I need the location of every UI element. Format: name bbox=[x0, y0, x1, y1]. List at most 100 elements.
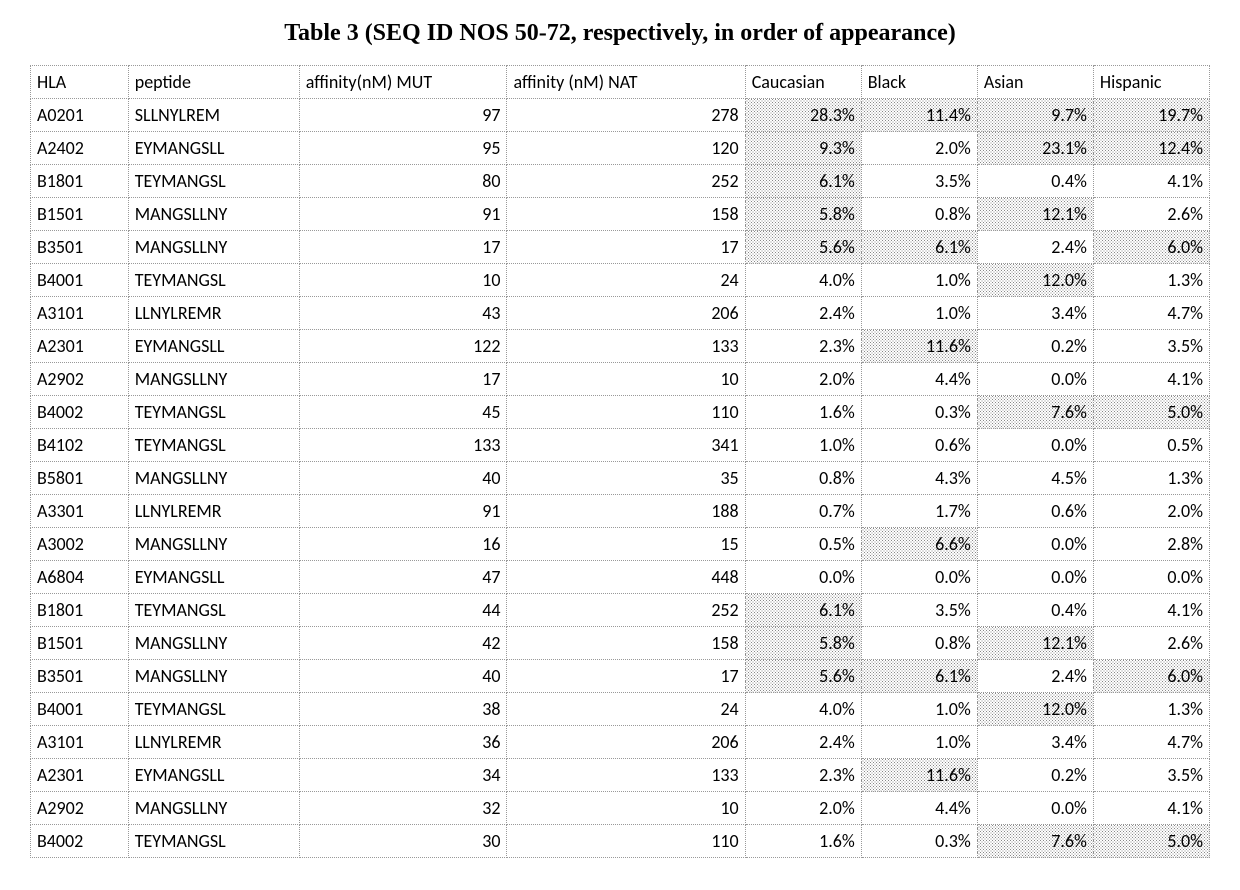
cell-asian: 2.4% bbox=[977, 660, 1093, 693]
cell-peptide: EYMANGSLL bbox=[128, 759, 299, 792]
col-mut: affinity(nM) MUT bbox=[299, 66, 507, 99]
cell-caucasian: 4.0% bbox=[745, 264, 861, 297]
cell-hla: A2402 bbox=[31, 132, 129, 165]
cell-black: 11.6% bbox=[861, 759, 977, 792]
data-table: HLA peptide affinity(nM) MUT affinity (n… bbox=[30, 65, 1210, 858]
table-row: B4001TEYMANGSL10244.0%1.0%12.0%1.3% bbox=[31, 264, 1210, 297]
cell-affinity-mut: 17 bbox=[299, 363, 507, 396]
cell-caucasian: 5.6% bbox=[745, 660, 861, 693]
cell-peptide: MANGSLLNY bbox=[128, 363, 299, 396]
cell-hla: B3501 bbox=[31, 231, 129, 264]
cell-asian: 0.0% bbox=[977, 429, 1093, 462]
cell-hispanic: 5.0% bbox=[1093, 396, 1209, 429]
cell-affinity-nat: 188 bbox=[507, 495, 745, 528]
cell-affinity-mut: 32 bbox=[299, 792, 507, 825]
cell-asian: 0.2% bbox=[977, 759, 1093, 792]
cell-peptide: TEYMANGSL bbox=[128, 825, 299, 858]
table-row: A2301EYMANGSLL341332.3%11.6%0.2%3.5% bbox=[31, 759, 1210, 792]
cell-affinity-mut: 42 bbox=[299, 627, 507, 660]
cell-caucasian: 2.3% bbox=[745, 759, 861, 792]
cell-caucasian: 0.5% bbox=[745, 528, 861, 561]
col-nat: affinity (nM) NAT bbox=[507, 66, 745, 99]
cell-black: 3.5% bbox=[861, 594, 977, 627]
cell-caucasian: 2.0% bbox=[745, 363, 861, 396]
cell-hispanic: 5.0% bbox=[1093, 825, 1209, 858]
cell-affinity-mut: 44 bbox=[299, 594, 507, 627]
cell-peptide: SLLNYLREM bbox=[128, 99, 299, 132]
cell-affinity-mut: 91 bbox=[299, 495, 507, 528]
cell-caucasian: 9.3% bbox=[745, 132, 861, 165]
cell-peptide: MANGSLLNY bbox=[128, 660, 299, 693]
cell-affinity-mut: 17 bbox=[299, 231, 507, 264]
cell-affinity-nat: 133 bbox=[507, 759, 745, 792]
cell-hla: A0201 bbox=[31, 99, 129, 132]
cell-affinity-mut: 36 bbox=[299, 726, 507, 759]
col-caucasian: Caucasian bbox=[745, 66, 861, 99]
cell-hispanic: 3.5% bbox=[1093, 759, 1209, 792]
cell-peptide: LLNYLREMR bbox=[128, 297, 299, 330]
table-row: A6804EYMANGSLL474480.0%0.0%0.0%0.0% bbox=[31, 561, 1210, 594]
cell-affinity-nat: 110 bbox=[507, 396, 745, 429]
cell-hispanic: 4.7% bbox=[1093, 726, 1209, 759]
cell-peptide: MANGSLLNY bbox=[128, 792, 299, 825]
table-row: B1501MANGSLLNY421585.8%0.8%12.1%2.6% bbox=[31, 627, 1210, 660]
cell-black: 3.5% bbox=[861, 165, 977, 198]
cell-asian: 0.0% bbox=[977, 363, 1093, 396]
cell-affinity-nat: 278 bbox=[507, 99, 745, 132]
cell-black: 6.1% bbox=[861, 231, 977, 264]
cell-caucasian: 2.4% bbox=[745, 297, 861, 330]
cell-affinity-mut: 97 bbox=[299, 99, 507, 132]
cell-hispanic: 4.1% bbox=[1093, 594, 1209, 627]
cell-peptide: TEYMANGSL bbox=[128, 594, 299, 627]
table-row: B3501MANGSLLNY17175.6%6.1%2.4%6.0% bbox=[31, 231, 1210, 264]
table-row: A3301LLNYLREMR911880.7%1.7%0.6%2.0% bbox=[31, 495, 1210, 528]
cell-caucasian: 1.0% bbox=[745, 429, 861, 462]
cell-affinity-mut: 45 bbox=[299, 396, 507, 429]
cell-hla: B5801 bbox=[31, 462, 129, 495]
cell-hla: B3501 bbox=[31, 660, 129, 693]
cell-asian: 0.0% bbox=[977, 792, 1093, 825]
cell-hla: A2301 bbox=[31, 759, 129, 792]
cell-hispanic: 0.0% bbox=[1093, 561, 1209, 594]
table-row: B4001TEYMANGSL38244.0%1.0%12.0%1.3% bbox=[31, 693, 1210, 726]
cell-hla: B4001 bbox=[31, 264, 129, 297]
cell-hla: B4102 bbox=[31, 429, 129, 462]
col-hispanic: Hispanic bbox=[1093, 66, 1209, 99]
cell-hla: B1501 bbox=[31, 627, 129, 660]
cell-caucasian: 0.7% bbox=[745, 495, 861, 528]
cell-affinity-mut: 40 bbox=[299, 462, 507, 495]
cell-peptide: EYMANGSLL bbox=[128, 561, 299, 594]
cell-hla: B4002 bbox=[31, 825, 129, 858]
cell-peptide: MANGSLLNY bbox=[128, 231, 299, 264]
table-row: A2402EYMANGSLL951209.3%2.0%23.1%12.4% bbox=[31, 132, 1210, 165]
cell-asian: 23.1% bbox=[977, 132, 1093, 165]
cell-affinity-mut: 91 bbox=[299, 198, 507, 231]
cell-hispanic: 1.3% bbox=[1093, 462, 1209, 495]
cell-affinity-nat: 35 bbox=[507, 462, 745, 495]
cell-affinity-nat: 133 bbox=[507, 330, 745, 363]
cell-black: 6.1% bbox=[861, 660, 977, 693]
cell-affinity-nat: 17 bbox=[507, 660, 745, 693]
table-row: A2301EYMANGSLL1221332.3%11.6%0.2%3.5% bbox=[31, 330, 1210, 363]
cell-asian: 0.6% bbox=[977, 495, 1093, 528]
cell-caucasian: 2.3% bbox=[745, 330, 861, 363]
table-body: A0201SLLNYLREM9727828.3%11.4%9.7%19.7%A2… bbox=[31, 99, 1210, 858]
cell-peptide: MANGSLLNY bbox=[128, 198, 299, 231]
cell-asian: 3.4% bbox=[977, 726, 1093, 759]
cell-hispanic: 0.5% bbox=[1093, 429, 1209, 462]
cell-affinity-nat: 206 bbox=[507, 297, 745, 330]
cell-hispanic: 1.3% bbox=[1093, 693, 1209, 726]
cell-black: 4.4% bbox=[861, 363, 977, 396]
cell-black: 4.3% bbox=[861, 462, 977, 495]
cell-hispanic: 4.1% bbox=[1093, 363, 1209, 396]
cell-affinity-mut: 43 bbox=[299, 297, 507, 330]
cell-asian: 4.5% bbox=[977, 462, 1093, 495]
cell-caucasian: 4.0% bbox=[745, 693, 861, 726]
cell-black: 0.3% bbox=[861, 825, 977, 858]
table-row: A3101LLNYLREMR362062.4%1.0%3.4%4.7% bbox=[31, 726, 1210, 759]
table-row: B4002TEYMANGSL301101.6%0.3%7.6%5.0% bbox=[31, 825, 1210, 858]
cell-affinity-mut: 122 bbox=[299, 330, 507, 363]
cell-affinity-mut: 47 bbox=[299, 561, 507, 594]
cell-affinity-mut: 10 bbox=[299, 264, 507, 297]
cell-asian: 0.0% bbox=[977, 561, 1093, 594]
